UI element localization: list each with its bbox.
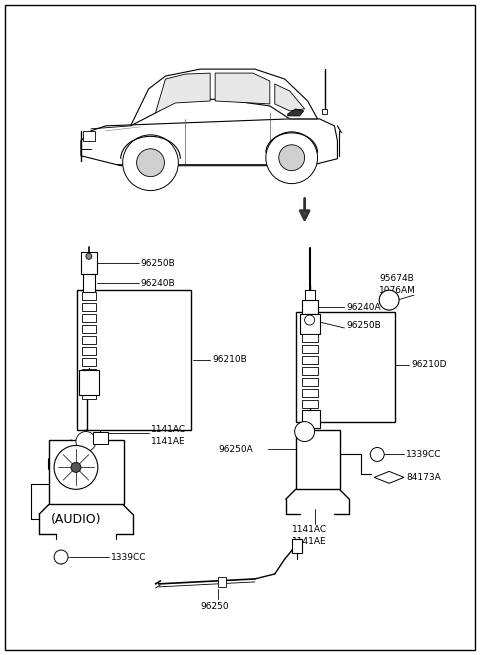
- Text: 96250B: 96250B: [347, 320, 381, 329]
- Text: 84173A: 84173A: [406, 473, 441, 482]
- Text: 96250: 96250: [200, 603, 229, 611]
- Circle shape: [54, 445, 98, 489]
- Text: 96250A: 96250A: [218, 445, 253, 454]
- Bar: [82, 336, 96, 344]
- Bar: [81, 252, 97, 274]
- Bar: [292, 539, 301, 553]
- Text: (AUDIO): (AUDIO): [51, 513, 102, 526]
- Circle shape: [279, 145, 305, 171]
- Bar: [49, 440, 124, 504]
- Text: 1339CC: 1339CC: [111, 553, 146, 561]
- Bar: [79, 370, 99, 395]
- Bar: [301, 334, 318, 342]
- Polygon shape: [81, 119, 337, 166]
- Circle shape: [123, 135, 179, 191]
- Polygon shape: [288, 109, 304, 116]
- Circle shape: [86, 253, 92, 259]
- Circle shape: [305, 315, 314, 325]
- Circle shape: [266, 132, 318, 183]
- Bar: [82, 391, 96, 399]
- Bar: [322, 109, 327, 114]
- Bar: [83, 131, 95, 141]
- Text: 1141AE: 1141AE: [292, 536, 326, 546]
- Text: 96210B: 96210B: [212, 356, 247, 364]
- Bar: [301, 378, 318, 386]
- Bar: [305, 290, 314, 300]
- Text: 96210D: 96210D: [411, 360, 446, 369]
- Text: 96240B: 96240B: [141, 278, 175, 288]
- Text: 95674B: 95674B: [379, 274, 414, 283]
- Circle shape: [54, 550, 68, 564]
- Text: 1141AC: 1141AC: [292, 525, 327, 534]
- Text: 1141AE: 1141AE: [151, 437, 185, 446]
- Polygon shape: [374, 472, 404, 483]
- Bar: [82, 369, 96, 377]
- Bar: [77, 290, 192, 430]
- Polygon shape: [215, 73, 270, 104]
- Bar: [82, 358, 96, 366]
- Text: 1076AM: 1076AM: [379, 286, 416, 295]
- Bar: [300, 314, 320, 334]
- Bar: [301, 345, 318, 353]
- Bar: [93, 432, 108, 443]
- Circle shape: [137, 149, 165, 177]
- Bar: [296, 312, 395, 422]
- Bar: [83, 274, 95, 292]
- Text: 96240A: 96240A: [347, 303, 381, 312]
- Bar: [218, 577, 226, 587]
- Bar: [301, 400, 318, 407]
- Bar: [301, 356, 318, 364]
- Bar: [82, 314, 96, 322]
- Bar: [82, 325, 96, 333]
- Bar: [301, 388, 318, 397]
- Text: 96250B: 96250B: [141, 259, 175, 268]
- Bar: [82, 303, 96, 311]
- Circle shape: [379, 290, 399, 310]
- Bar: [301, 300, 318, 314]
- Circle shape: [370, 447, 384, 461]
- Bar: [296, 430, 340, 489]
- Bar: [82, 380, 96, 388]
- Circle shape: [71, 462, 81, 472]
- Bar: [82, 347, 96, 355]
- Bar: [82, 292, 96, 300]
- Circle shape: [295, 422, 314, 441]
- Bar: [301, 367, 318, 375]
- Polygon shape: [275, 84, 305, 111]
- Text: 1141AC: 1141AC: [151, 425, 186, 434]
- Text: 1339CC: 1339CC: [406, 450, 442, 459]
- Polygon shape: [156, 73, 210, 113]
- Bar: [301, 409, 320, 428]
- Polygon shape: [131, 69, 318, 126]
- Circle shape: [76, 432, 96, 451]
